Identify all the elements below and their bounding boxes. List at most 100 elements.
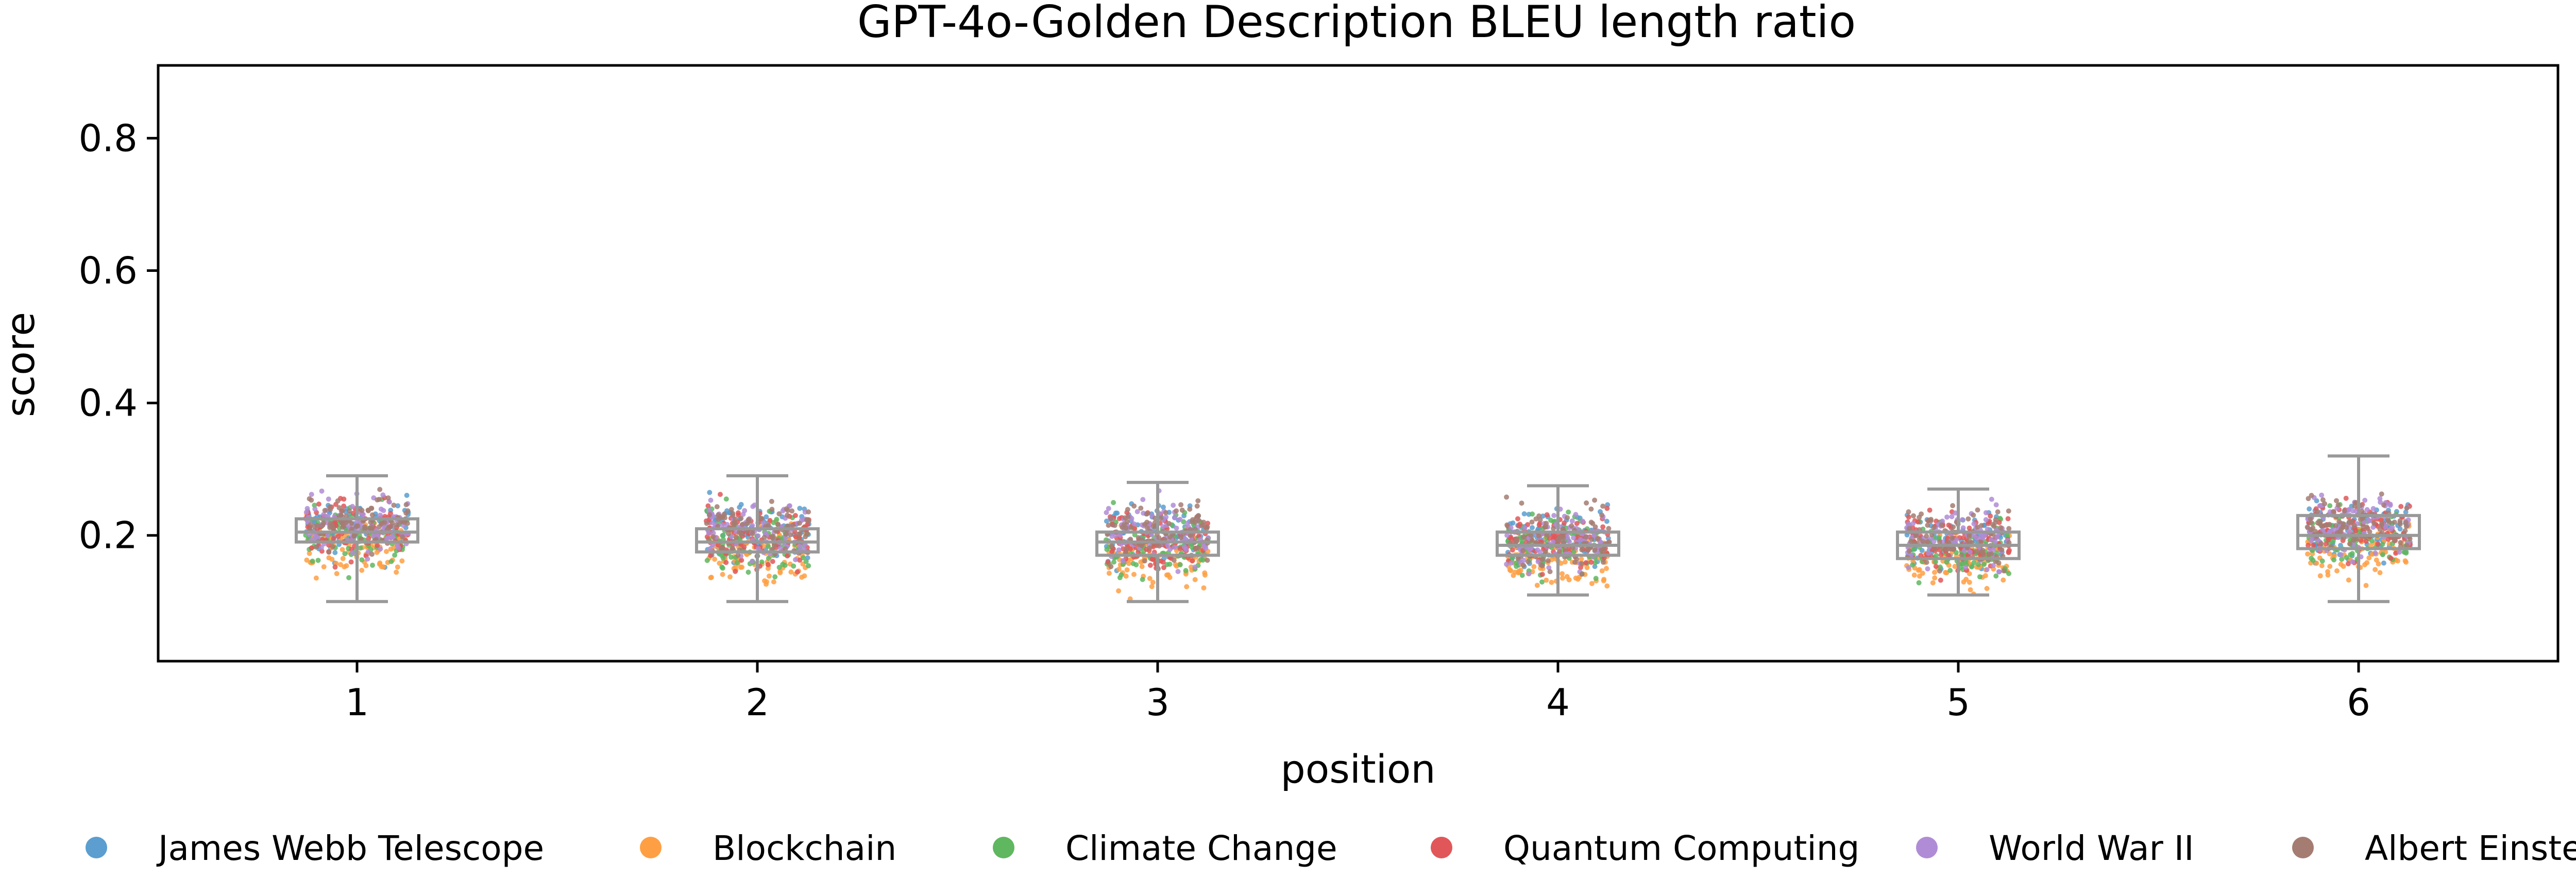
data-point [1528, 532, 1534, 538]
data-point [788, 532, 793, 538]
data-point [794, 569, 800, 575]
data-point [2385, 537, 2391, 542]
box-iqr [1496, 530, 1620, 557]
data-point [1959, 553, 1964, 558]
data-point [1930, 580, 1936, 585]
data-point [1579, 561, 1584, 566]
data-point [1122, 515, 1128, 521]
data-point [313, 575, 319, 581]
data-point [1911, 546, 1917, 552]
data-point [1917, 567, 1922, 573]
data-point [1980, 552, 1986, 558]
legend-label: Quantum Computing [1503, 829, 1859, 868]
data-point [395, 503, 401, 509]
data-point [790, 523, 795, 528]
data-point [2315, 520, 2320, 526]
data-point [1150, 557, 1156, 562]
data-point [313, 544, 319, 550]
data-point [334, 571, 340, 576]
data-point [770, 535, 775, 541]
data-point [806, 509, 811, 515]
data-point [2386, 520, 2392, 525]
box-iqr [695, 527, 820, 554]
data-point [1534, 582, 1540, 588]
data-point [1578, 565, 1583, 571]
data-point [1563, 546, 1569, 552]
data-point [1562, 559, 1568, 565]
data-point [760, 520, 766, 526]
data-point [1567, 539, 1572, 544]
data-point [710, 530, 716, 536]
data-point [1179, 507, 1185, 513]
data-point [2343, 495, 2349, 501]
data-point [1919, 511, 1924, 517]
data-point [727, 574, 733, 580]
data-point [1592, 564, 1598, 570]
data-point [1111, 559, 1116, 565]
data-point [1913, 533, 1919, 539]
data-point [725, 531, 731, 537]
data-point [319, 488, 325, 494]
data-point [1540, 557, 1546, 562]
data-point [347, 508, 352, 514]
data-point [766, 556, 771, 561]
data-point [1967, 539, 1973, 544]
data-point [1529, 538, 1535, 543]
data-point [1142, 522, 1147, 527]
data-point [1584, 565, 1590, 571]
legend-label: Climate Change [1065, 829, 1337, 868]
data-point [2403, 509, 2409, 515]
data-point [330, 544, 335, 549]
legend-entry: Albert Einstein [2292, 829, 2576, 868]
data-point [2367, 518, 2372, 524]
data-point [707, 512, 713, 517]
data-point [1942, 546, 1948, 552]
x-tick-label: 4 [1546, 681, 1570, 724]
data-point [1588, 520, 1594, 525]
data-point [1163, 510, 1168, 515]
data-point [708, 553, 714, 558]
data-point [1128, 525, 1134, 530]
data-point [1571, 549, 1577, 555]
data-point [2309, 556, 2314, 561]
data-point [2403, 550, 2409, 556]
data-point [391, 503, 397, 508]
data-point [1946, 553, 1951, 558]
data-point [2380, 542, 2385, 547]
data-point [1549, 580, 1554, 585]
data-point [1508, 568, 1514, 574]
data-point [1579, 547, 1585, 553]
box-iqr [1095, 530, 1220, 557]
data-point [404, 493, 410, 498]
legend: James Webb Telescope Blockchain Climate Ch… [86, 829, 2576, 868]
data-point [351, 532, 357, 538]
data-point [1550, 539, 1556, 545]
data-point [1140, 497, 1146, 503]
data-point [2351, 538, 2357, 543]
data-point [1932, 570, 1937, 575]
data-point [1531, 564, 1537, 570]
legend-entry: Blockchain [640, 829, 896, 868]
data-point [1995, 509, 2001, 515]
legend-marker [2292, 837, 2314, 858]
data-point [1537, 517, 1543, 523]
data-point [720, 514, 725, 520]
data-point [719, 546, 724, 551]
data-point [1575, 576, 1581, 582]
data-point [720, 533, 725, 539]
data-point [1924, 560, 1929, 565]
data-point [344, 563, 349, 568]
data-point [2319, 523, 2325, 529]
data-point [1592, 560, 1598, 565]
x-axis: 1 2 3 4 5 6 [345, 661, 2370, 724]
data-point [2324, 541, 2329, 547]
legend-marker [1916, 837, 1938, 858]
data-point [1519, 501, 1524, 506]
data-point [403, 502, 409, 508]
data-point [1925, 566, 1930, 572]
data-point [2347, 541, 2352, 547]
data-point [1601, 546, 1607, 552]
data-point [1139, 543, 1145, 548]
data-point [2404, 543, 2410, 548]
data-point [1952, 564, 1958, 569]
